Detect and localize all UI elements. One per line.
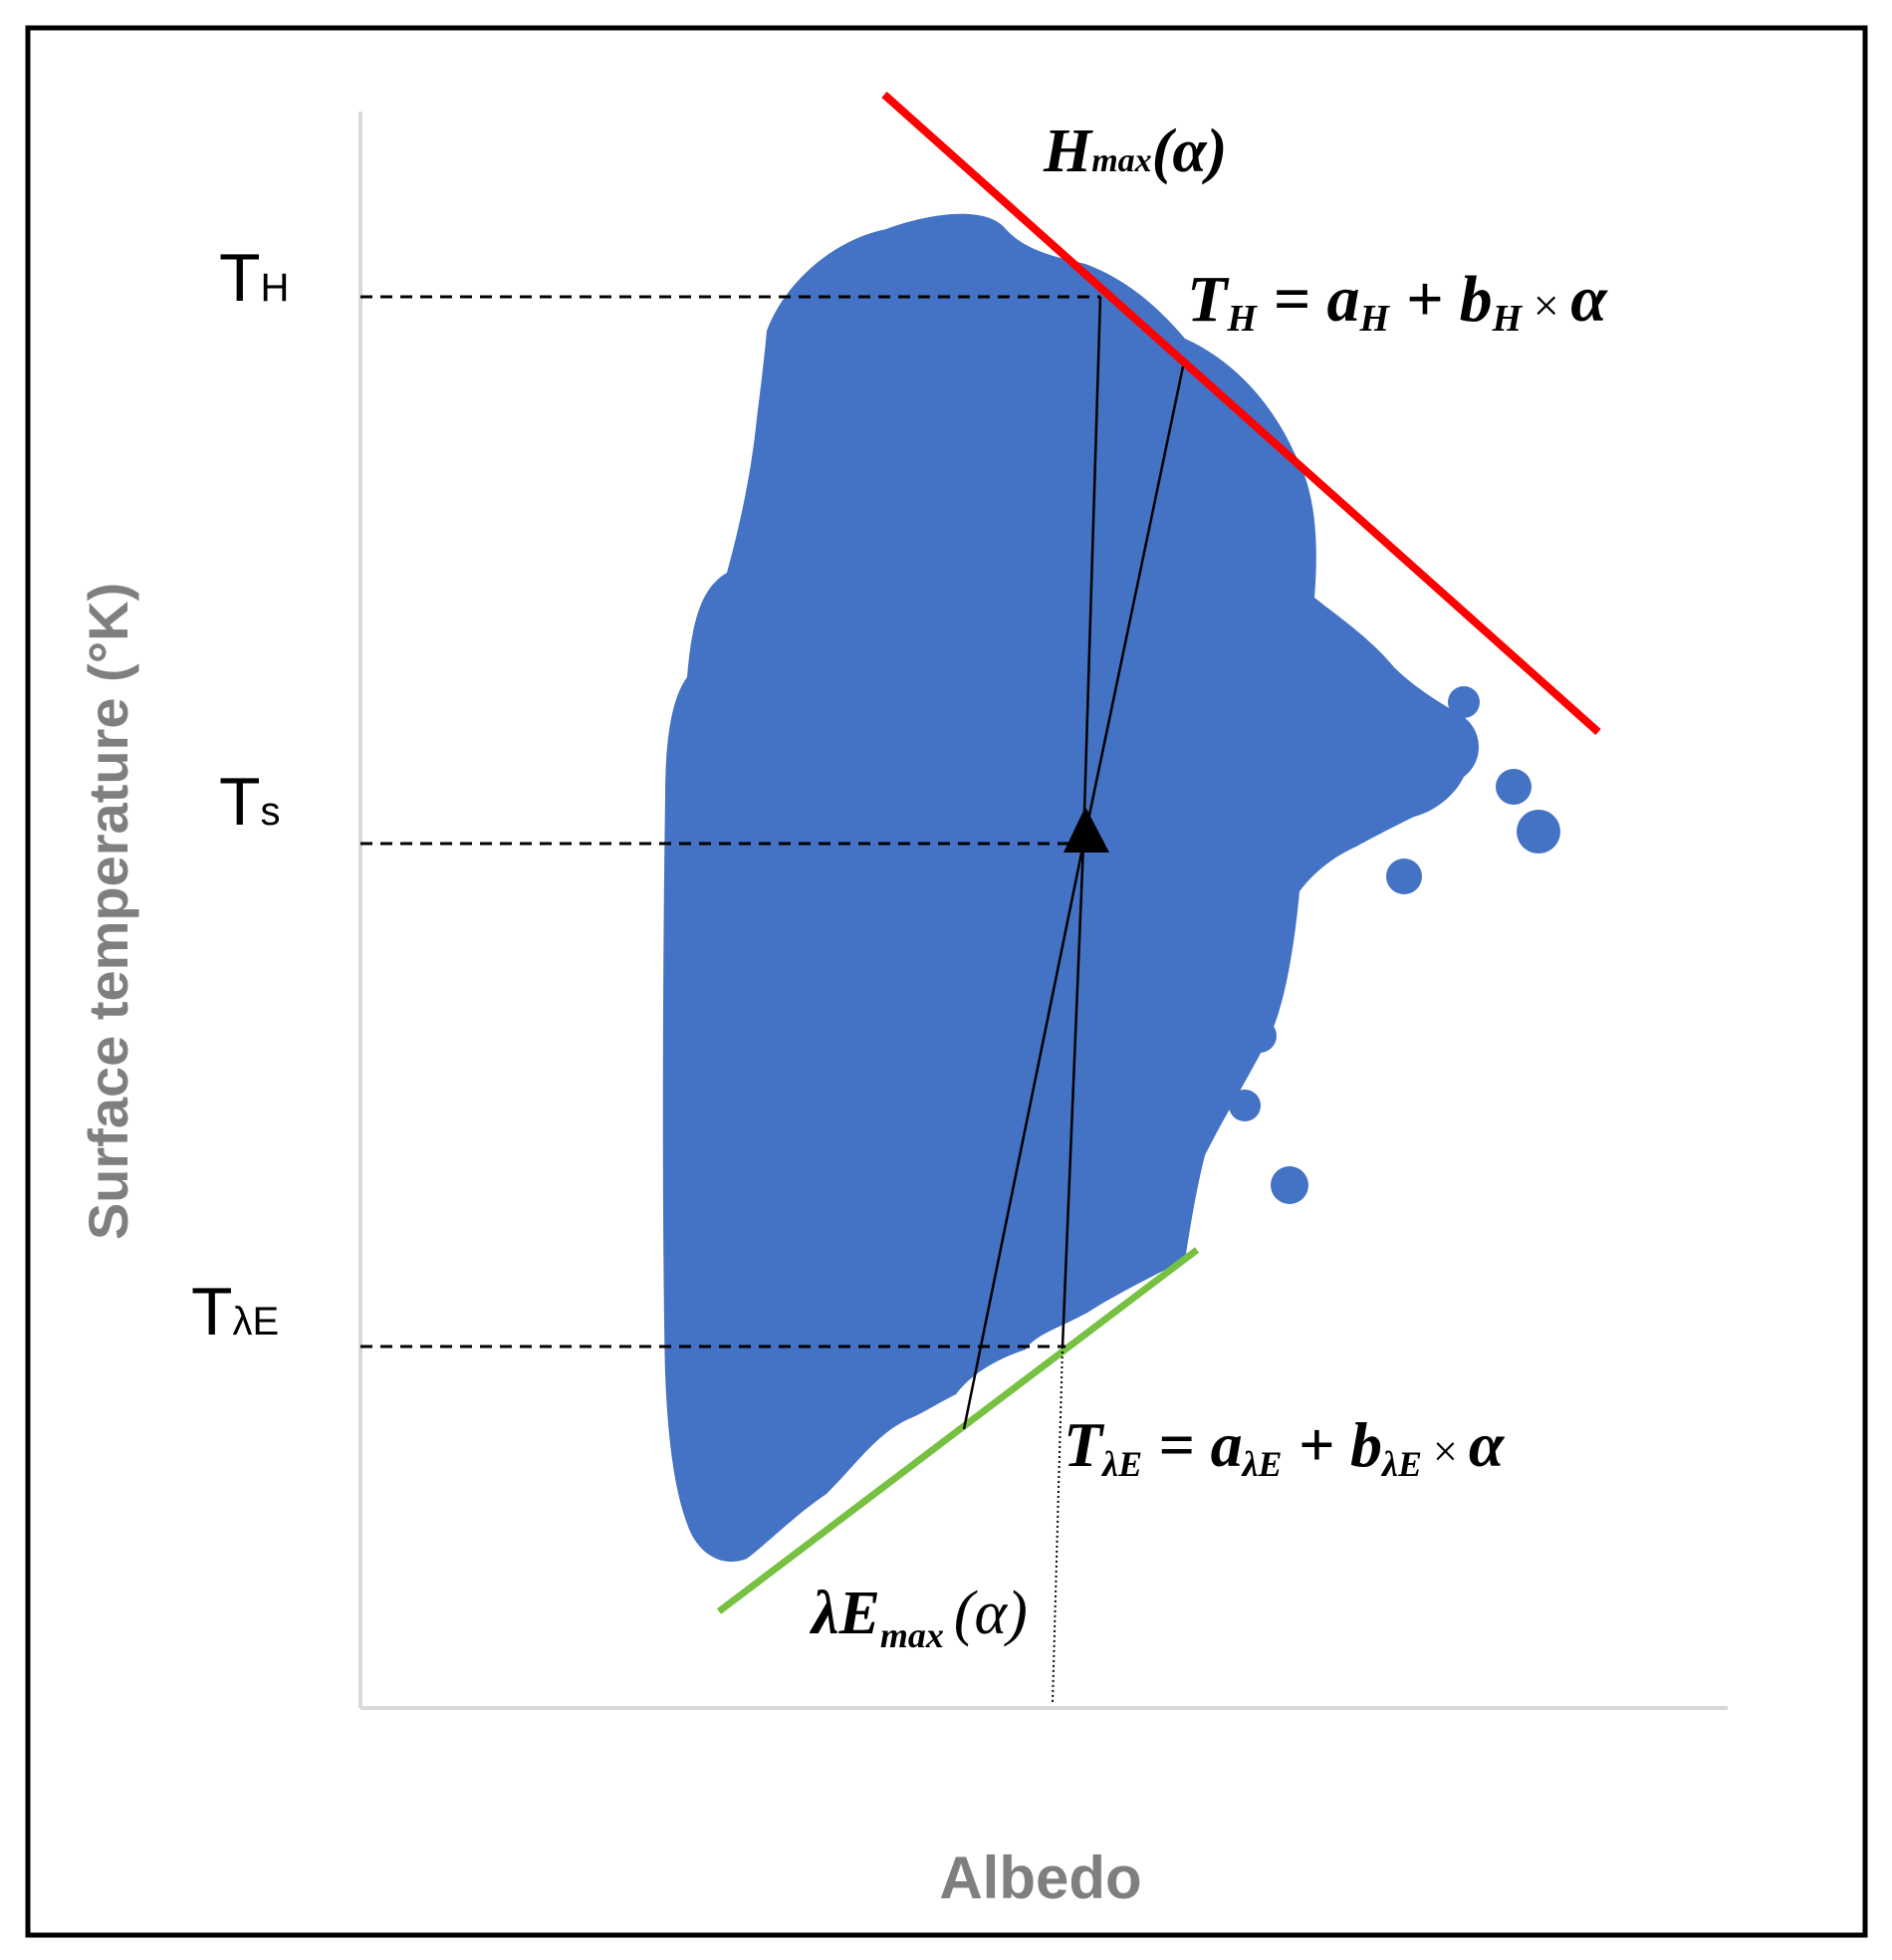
dry-eq-a-sub: H [1359,298,1391,340]
wet-eq-a: a [1211,1409,1243,1480]
y-axis-title: Surface temperature (°K) [77,583,139,1240]
dry-eq-a: a [1327,263,1360,336]
wet-eq-times: × [1422,1427,1469,1476]
tle-label: TλE [191,1274,279,1349]
th-label-main: T [219,240,261,316]
dry-edge-line [881,92,1601,735]
x-axis-title: Albedo [939,1844,1141,1911]
scatter-point [688,673,716,701]
wet-eq-lhs-sub: λE [1100,1444,1142,1484]
dry-eq-b: b [1460,263,1493,336]
scatter-point [1448,686,1480,718]
dry-eq-lhs-sub: H [1226,298,1258,340]
scatter-point [1229,1090,1261,1121]
scatter-point [1221,464,1249,492]
dry-eq-equals: = [1257,263,1327,336]
projection-line-th-pair [1081,366,1185,845]
wet-edge-name-arg: (α) [954,1580,1028,1647]
wet-edge-equation: TλE = aλE + bλE × α [1064,1409,1506,1484]
projection-line-tle [1061,843,1085,1348]
th-label: TH [219,240,289,316]
wet-edge-name-sub: max [880,1615,944,1655]
dry-eq-lhs: T [1187,263,1230,336]
wet-eq-a-sub: λE [1241,1444,1283,1484]
tle-label-main: T [191,1274,233,1349]
dry-eq-b-sub: H [1492,298,1524,340]
triangle-marker-icon [1064,807,1109,853]
dry-edge-name-sub: max [1091,142,1151,179]
dry-edge-name-main: H [1043,118,1093,185]
scatter-point [1243,1019,1277,1053]
scatter-point [1271,1166,1308,1204]
dry-edge-equation: TH = aH + bH × α [1187,263,1608,340]
scatter-points [662,213,1560,1563]
dry-eq-times: × [1522,280,1570,331]
dry-eq-plus: + [1389,263,1460,336]
dry-edge-name-arg: (α) [1152,118,1228,185]
wet-edge-name: λEmax (α) [809,1580,1028,1655]
scatter-point [1517,810,1560,854]
albedo-projection-line [1052,1346,1064,1704]
ts-label: Ts [219,764,281,840]
dry-eq-alpha: α [1570,263,1608,336]
wet-eq-plus: + [1283,1409,1350,1480]
wet-eq-alpha: α [1469,1409,1506,1480]
wet-eq-b: b [1350,1409,1382,1480]
ts-label-sub: s [261,790,281,834]
wet-edge-name-main: λE [809,1580,880,1647]
wet-edge-line [716,1247,1200,1614]
ts-label-main: T [219,764,261,840]
wet-eq-b-sub: λE [1380,1444,1422,1484]
wet-eq-lhs: T [1064,1409,1105,1480]
projection-line-th [1081,296,1102,845]
scatter-point [1386,858,1422,894]
point-cloud-main [662,213,1479,1563]
tle-label-sub: λE [233,1300,280,1344]
projection-line-tle-pair [962,843,1085,1430]
scatter-point [1496,769,1532,805]
wet-eq-equals: = [1142,1409,1210,1480]
figure-frame [25,25,1868,1938]
th-label-sub: H [261,266,290,310]
dry-edge-name: Hmax(α) [1043,118,1227,185]
